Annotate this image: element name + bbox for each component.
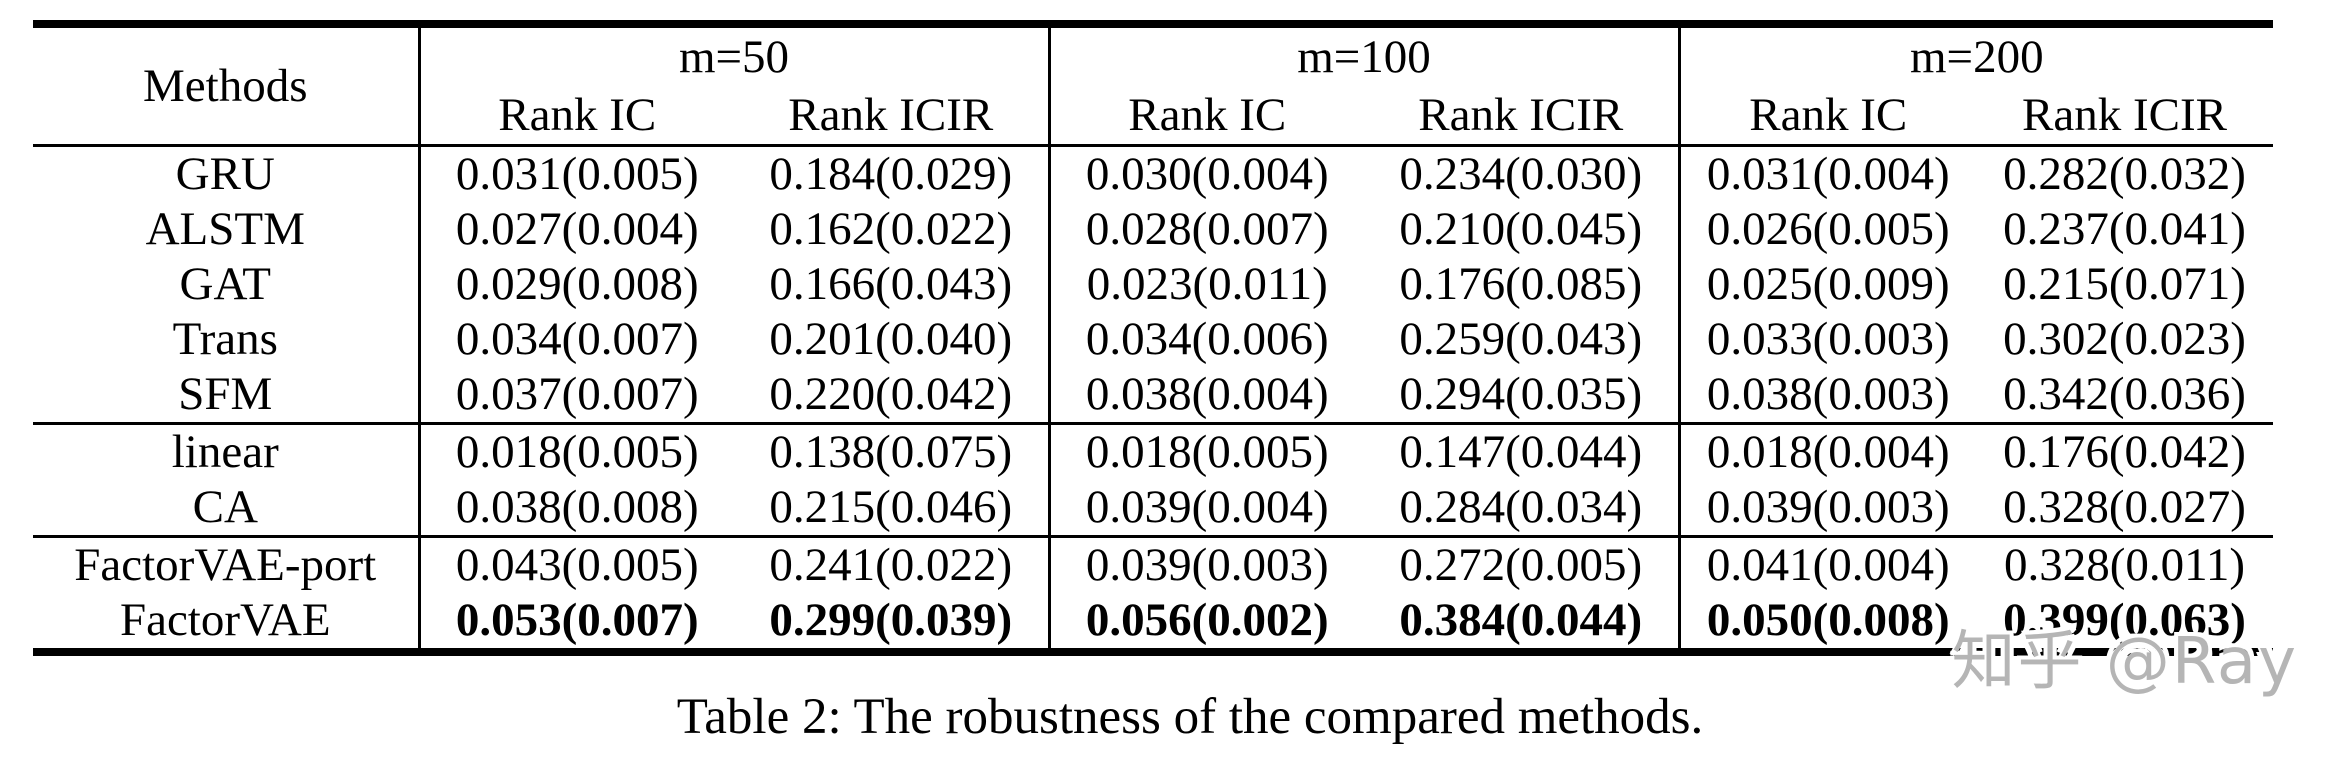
method-cell: ALSTM [145, 203, 305, 255]
col-header-rankicir-m100: Rank ICIR [1364, 86, 1680, 147]
value-cell: 0.031(0.005) [417, 145, 734, 202]
col-header-rankic-m100: Rank IC [1047, 86, 1365, 147]
value-cell: 0.031(0.004) [1677, 145, 1977, 202]
group-header-m200: m=200 [1677, 24, 2274, 86]
table-row: ALSTM 0.027(0.004) 0.162(0.022) 0.028(0.… [33, 202, 2273, 257]
value-cell: 0.342(0.036) [2003, 368, 2246, 420]
value-cell: 0.028(0.007) [1047, 202, 1365, 257]
table-row: linear 0.018(0.005) 0.138(0.075) 0.018(0… [33, 422, 2274, 480]
value-cell: 0.176(0.042) [1976, 422, 2274, 480]
value-cell: 0.176(0.085) [1399, 258, 1643, 310]
method-cell: Trans [172, 313, 278, 365]
watermark: 知乎 @Ray [1951, 625, 2298, 699]
method-cell: GRU [175, 148, 275, 200]
group-header-m100: m=100 [1047, 24, 1680, 86]
table-row: GRU 0.031(0.005) 0.184(0.029) 0.030(0.00… [33, 145, 2273, 202]
value-cell: 0.034(0.006) [1047, 312, 1365, 367]
header-group-row: Methods m=50 m=100 m=200 [33, 24, 2274, 147]
value-cell: 0.237(0.041) [2003, 203, 2246, 255]
value-cell: 0.294(0.035) [1399, 368, 1643, 420]
method-cell: CA [192, 481, 258, 533]
value-cell: 0.241(0.022) [734, 535, 1050, 593]
method-cell: GAT [179, 258, 271, 310]
table-header: Methods m=50 m=100 m=200 Rank IC Rank IC… [33, 24, 2274, 147]
value-cell: 0.056(0.002) [1047, 593, 1365, 652]
value-cell: 0.234(0.030) [1399, 148, 1643, 200]
value-cell: 0.272(0.005) [1364, 535, 1680, 593]
value-cell: 0.215(0.071) [2003, 258, 2246, 310]
value-cell: 0.027(0.004) [417, 202, 734, 257]
results-table: Methods m=50 m=100 m=200 Rank IC Rank IC… [33, 20, 2274, 656]
table-row: SFM 0.037(0.007) 0.220(0.042) 0.038(0.00… [33, 367, 2273, 424]
value-cell: 0.215(0.046) [769, 481, 1013, 533]
value-cell: 0.147(0.044) [1364, 422, 1680, 480]
value-cell: 0.018(0.005) [1047, 422, 1365, 480]
col-header-rankicir-m200: Rank ICIR [1976, 86, 2274, 147]
value-cell: 0.328(0.027) [2003, 481, 2246, 533]
value-cell: 0.384(0.044) [1399, 594, 1643, 646]
value-cell: 0.184(0.029) [769, 148, 1013, 200]
methods-header: Methods [33, 24, 419, 147]
table-row: CA 0.038(0.008) 0.215(0.046) 0.039(0.004… [33, 480, 2273, 537]
method-cell: FactorVAE-port [33, 535, 419, 593]
value-cell: 0.025(0.009) [1677, 257, 1977, 312]
group-header-m50: m=50 [417, 24, 1050, 86]
value-cell: 0.284(0.034) [1399, 481, 1643, 533]
value-cell: 0.038(0.004) [1047, 367, 1365, 424]
table-caption: Table 2: The robustness of the compared … [676, 689, 1704, 745]
value-cell: 0.138(0.075) [734, 422, 1050, 480]
value-cell: 0.043(0.005) [417, 535, 734, 593]
value-cell: 0.018(0.005) [417, 422, 734, 480]
value-cell: 0.041(0.004) [1677, 535, 1977, 593]
value-cell: 0.220(0.042) [769, 368, 1013, 420]
value-cell: 0.023(0.011) [1047, 257, 1365, 312]
value-cell: 0.302(0.023) [2003, 313, 2246, 365]
table-body: GRU 0.031(0.005) 0.184(0.029) 0.030(0.00… [33, 145, 2274, 652]
value-cell: 0.038(0.003) [1677, 367, 1977, 424]
value-cell: 0.210(0.045) [1399, 203, 1643, 255]
value-cell: 0.282(0.032) [2003, 148, 2246, 200]
header-sub-row: Rank IC Rank ICIR Rank IC Rank ICIR Rank… [33, 86, 2274, 147]
col-header-rankic-m50: Rank IC [417, 86, 734, 147]
value-cell: 0.037(0.007) [417, 367, 734, 424]
value-cell: 0.034(0.007) [417, 312, 734, 367]
value-cell: 0.053(0.007) [417, 593, 734, 652]
method-cell: FactorVAE [119, 594, 331, 646]
method-cell: SFM [178, 368, 273, 420]
method-cell: linear [33, 422, 419, 480]
value-cell: 0.259(0.043) [1399, 313, 1643, 365]
value-cell: 0.029(0.008) [417, 257, 734, 312]
col-header-rankicir-m50: Rank ICIR [734, 86, 1050, 147]
value-cell: 0.038(0.008) [417, 480, 734, 537]
value-cell: 0.026(0.005) [1677, 202, 1977, 257]
table-row: GAT 0.029(0.008) 0.166(0.043) 0.023(0.01… [33, 257, 2273, 312]
col-header-rankic-m200: Rank IC [1677, 86, 1977, 147]
value-cell: 0.299(0.039) [769, 594, 1013, 646]
value-cell: 0.050(0.008) [1677, 593, 1977, 652]
value-cell: 0.039(0.004) [1047, 480, 1365, 537]
value-cell: 0.201(0.040) [769, 313, 1013, 365]
value-cell: 0.039(0.003) [1047, 535, 1365, 593]
table-row: FactorVAE 0.053(0.007) 0.299(0.039) 0.05… [33, 593, 2273, 652]
value-cell: 0.166(0.043) [769, 258, 1013, 310]
value-cell: 0.039(0.003) [1677, 480, 1977, 537]
value-cell: 0.162(0.022) [769, 203, 1013, 255]
value-cell: 0.033(0.003) [1677, 312, 1977, 367]
value-cell: 0.030(0.004) [1047, 145, 1365, 202]
value-cell: 0.399(0.063) [2003, 594, 2246, 646]
table-row: Trans 0.034(0.007) 0.201(0.040) 0.034(0.… [33, 312, 2273, 367]
value-cell: 0.018(0.004) [1677, 422, 1977, 480]
value-cell: 0.328(0.011) [1976, 535, 2274, 593]
table-row: FactorVAE-port 0.043(0.005) 0.241(0.022)… [33, 535, 2274, 593]
